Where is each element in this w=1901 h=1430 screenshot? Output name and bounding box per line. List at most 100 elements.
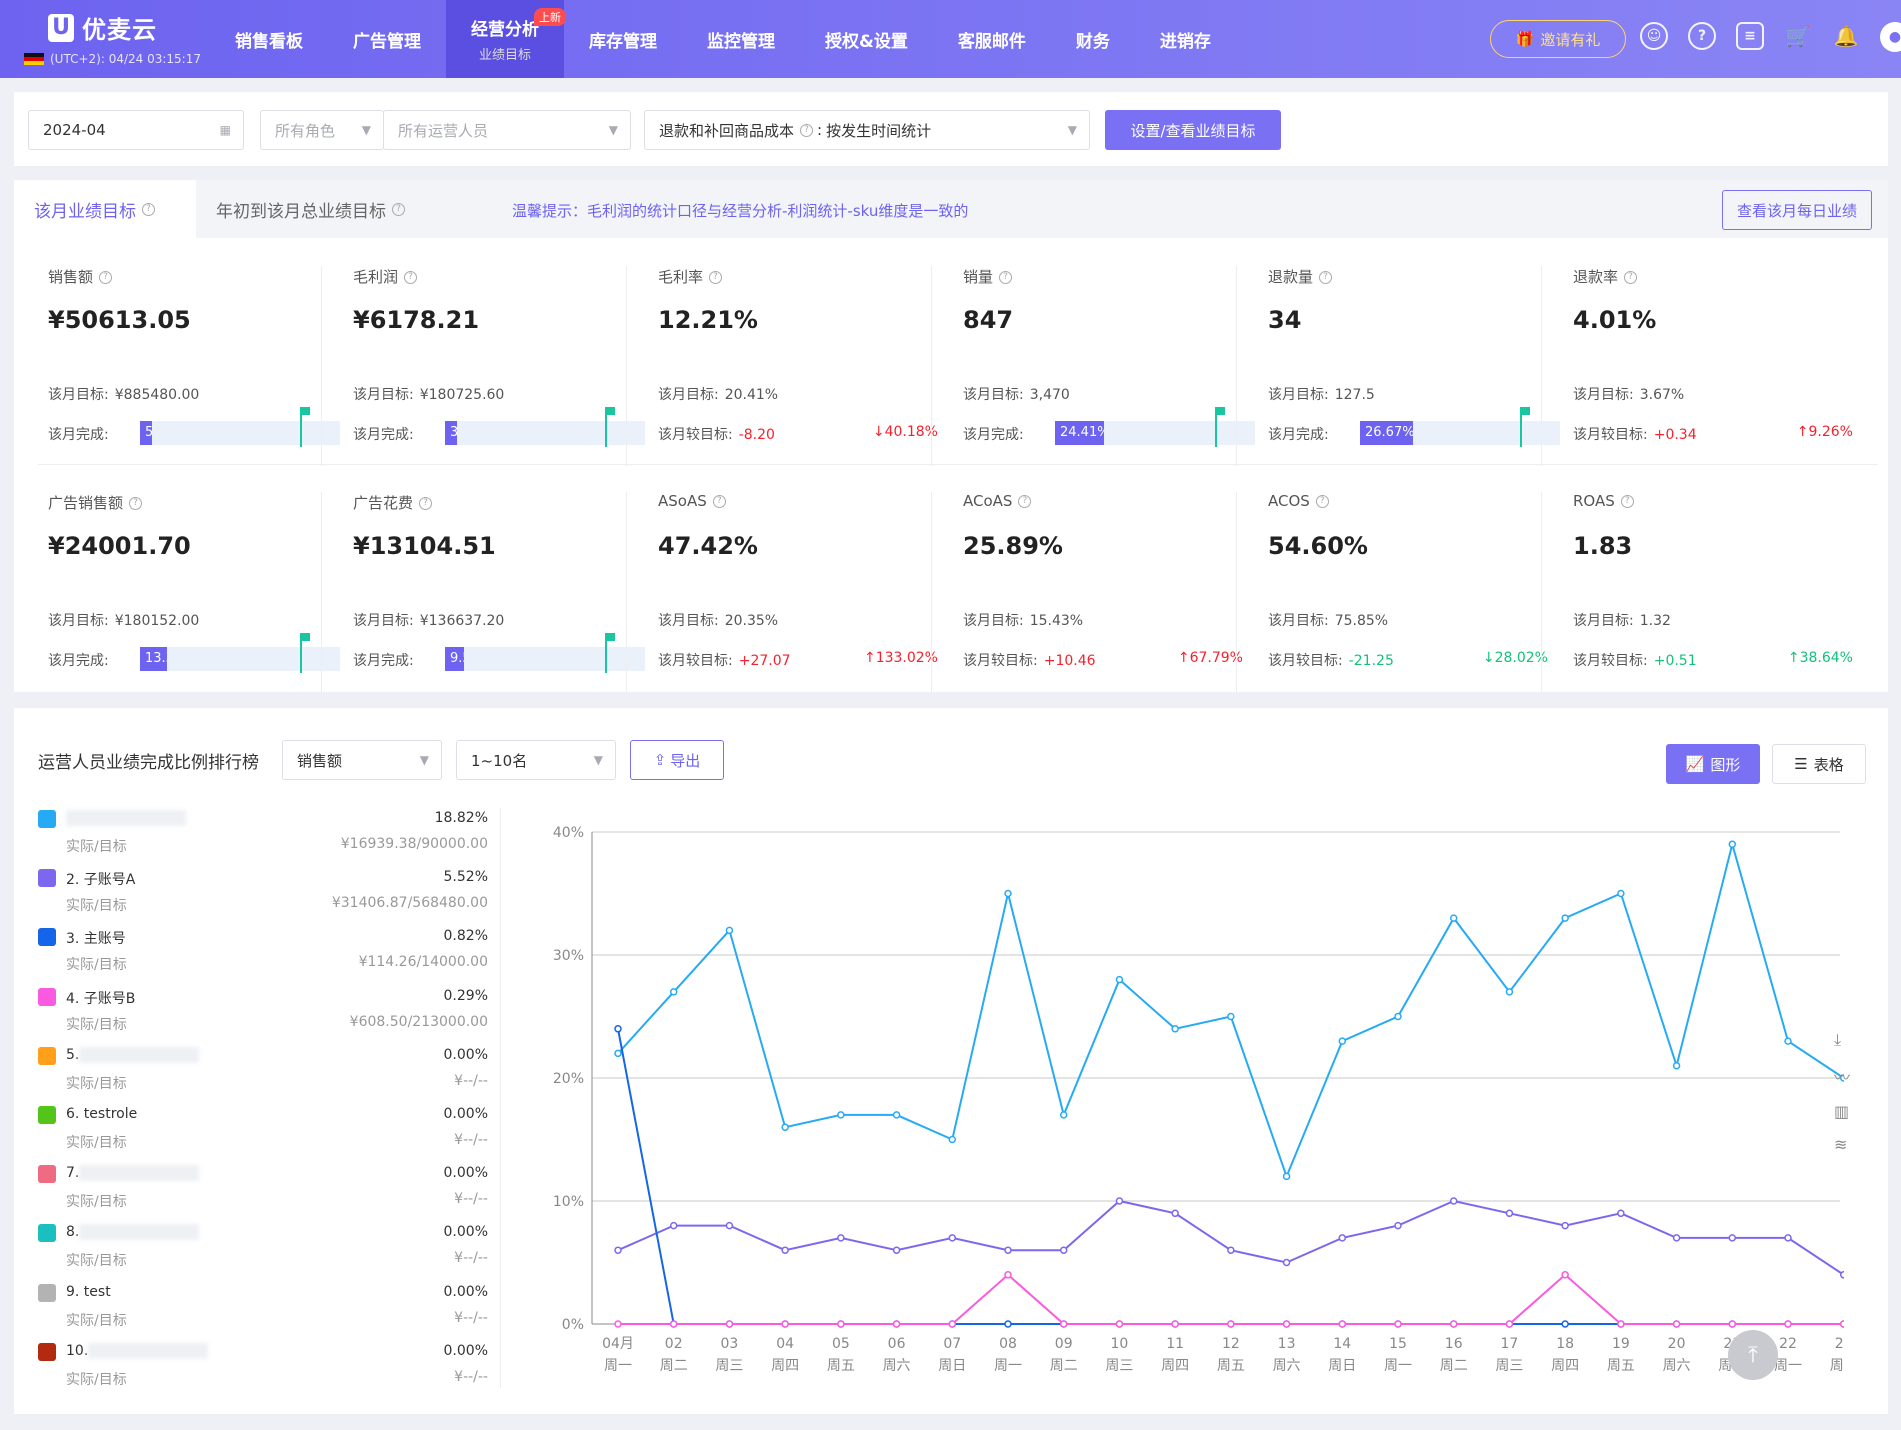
goal-value: 75.85%: [1334, 613, 1389, 629]
calendar-icon: ▦: [219, 123, 231, 137]
diff-percent: ↑67.79%: [1177, 650, 1243, 666]
metric-card: 毛利润? ¥6178.21 该月目标: ¥180725.60 该月完成: 3.42%: [321, 266, 645, 466]
legend-item[interactable]: 2. 子账号A 5.52% 实际/目标 ¥31406.87/568480.00: [38, 867, 488, 926]
series-line: [617, 1028, 1844, 1325]
x-tick-label: 03: [721, 1336, 739, 1352]
refund-stat-select[interactable]: 退款和补回商品成本 ? : 按发生时间统计 ▼: [644, 110, 1090, 150]
set-target-button[interactable]: 设置/查看业绩目标: [1105, 110, 1281, 150]
download-icon[interactable]: ⤓: [1834, 1030, 1842, 1049]
role-select[interactable]: 所有角色 ▼: [260, 110, 384, 150]
data-point: [1338, 1234, 1347, 1242]
metric-diff: 该月较目标: +0.34 ↑9.26%: [1573, 424, 1853, 444]
user-icon[interactable]: ☺: [1640, 22, 1668, 50]
help-icon[interactable]: ?: [1688, 22, 1716, 50]
metric-goal: 该月目标: 3,470: [963, 384, 1070, 404]
cart-icon[interactable]: 🛒: [1785, 24, 1811, 48]
metric-label: 毛利率?: [658, 266, 723, 287]
logo[interactable]: U 优麦云: [48, 10, 157, 45]
nav-item[interactable]: 财务: [1051, 0, 1135, 78]
legend-item[interactable]: 4. 子账号B 0.29% 实际/目标 ¥608.50/213000.00: [38, 986, 488, 1045]
legend-item[interactable]: 5. 0.00% 实际/目标 ¥--/--: [38, 1045, 488, 1104]
message-icon[interactable]: ≡: [1736, 22, 1764, 50]
data-point: [1227, 1012, 1235, 1021]
x-tick-label: 12: [1222, 1336, 1240, 1352]
legend-item[interactable]: 9. test 0.00% 实际/目标 ¥--/--: [38, 1282, 488, 1341]
table-view-button[interactable]: ☰ 表格: [1772, 744, 1866, 784]
progress-fill: 26.67%: [1360, 421, 1414, 445]
nav-item-label: 授权&设置: [825, 31, 908, 52]
legend-item[interactable]: 10. 0.00% 实际/目标 ¥--/--: [38, 1341, 488, 1400]
nav-item[interactable]: 进销存: [1135, 0, 1236, 78]
export-button[interactable]: ⇪ 导出: [630, 740, 724, 780]
legend-item[interactable]: 7. 0.00% 实际/目标 ¥--/--: [38, 1163, 488, 1222]
nav-item[interactable]: 销售看板: [210, 0, 328, 78]
actual-target-label: 实际/目标: [66, 1194, 127, 1211]
metric-label-text: 销售额: [48, 268, 94, 286]
nav-item[interactable]: 广告管理: [328, 0, 446, 78]
legend-item[interactable]: 8. 0.00% 实际/目标 ¥--/--: [38, 1222, 488, 1281]
metric-label-text: 毛利润: [353, 268, 399, 286]
invite-button[interactable]: 🎁 邀请有礼: [1490, 20, 1626, 58]
metric-value: ¥6178.21: [353, 306, 480, 334]
logo-icon: U: [48, 13, 74, 42]
progress-bar: 9.59%: [445, 633, 645, 673]
metric-card: 销售额? ¥50613.05 该月目标: ¥885480.00 该月完成: 5.72%: [24, 266, 340, 466]
export-label: 导出: [670, 751, 701, 770]
row-divider: [38, 464, 1878, 465]
data-point: [669, 988, 678, 996]
bar-chart-icon[interactable]: ▥: [1834, 1102, 1850, 1121]
stack-icon[interactable]: ≋: [1834, 1135, 1848, 1154]
x-tick-label: 02: [665, 1336, 683, 1352]
help-icon: ?: [1620, 495, 1634, 508]
data-point: [1784, 1234, 1792, 1242]
x-tick-weekday: 周一: [994, 1358, 1022, 1374]
help-icon: ?: [99, 271, 113, 284]
nav-item[interactable]: 客服邮件: [933, 0, 1051, 78]
range-select[interactable]: 1~10名 ▼: [456, 740, 616, 780]
nav-item[interactable]: 库存管理: [564, 0, 682, 78]
metric-select[interactable]: 销售额 ▼: [282, 740, 442, 780]
actual-target-label: 实际/目标: [66, 1312, 127, 1329]
help-icon: ?: [392, 202, 405, 216]
x-tick-label: 19: [1612, 1336, 1630, 1352]
daily-performance-button[interactable]: 查看该月每日业绩: [1722, 190, 1872, 230]
help-icon: ?: [1319, 271, 1333, 284]
legend-item[interactable]: 6. testrole 0.00% 实际/目标 ¥--/--: [38, 1104, 488, 1163]
goal-prefix: 该月目标:: [48, 613, 109, 629]
nav-item[interactable]: 经营分析 业绩目标 上新: [446, 0, 566, 78]
tab-month-target[interactable]: 该月业绩目标?: [14, 180, 196, 238]
metric-goal: 该月目标: 127.5: [1268, 384, 1375, 404]
month-value: 2024-04: [43, 121, 106, 139]
data-point: [1839, 1271, 1844, 1279]
data-point: [614, 1246, 622, 1254]
nav-item[interactable]: 监控管理: [682, 0, 800, 78]
bell-icon[interactable]: 🔔: [1833, 24, 1859, 48]
x-tick-label: 11: [1166, 1336, 1184, 1352]
legend-item[interactable]: 18.82% 实际/目标 ¥16939.38/90000.00: [38, 808, 488, 867]
x-tick-weekday: 周日: [1328, 1358, 1356, 1374]
avatar-icon[interactable]: ●: [1880, 22, 1901, 52]
nav-item[interactable]: 授权&设置: [800, 0, 933, 78]
graph-view-button[interactable]: 📈 图形: [1666, 744, 1760, 784]
data-point: [1728, 1234, 1737, 1242]
data-point: [725, 1221, 734, 1230]
goal-prefix: 该月目标:: [1573, 387, 1634, 403]
graph-label: 图形: [1710, 755, 1741, 774]
data-point: [1839, 1074, 1844, 1082]
back-to-top-button[interactable]: ⤒: [1728, 1330, 1778, 1380]
operator-select[interactable]: 所有运营人员 ▼: [383, 110, 631, 150]
month-picker[interactable]: 2024-04 ▦: [28, 110, 244, 150]
metric-label-text: 退款率: [1573, 268, 1619, 286]
help-icon: ?: [1624, 271, 1638, 284]
x-tick-weekday: 周一: [1384, 1358, 1412, 1374]
series-line: [617, 840, 1844, 1180]
tab-ytd-target[interactable]: 年初到该月总业绩目标?: [196, 180, 446, 238]
metric-label: ACoAS?: [963, 492, 1032, 510]
timezone-clock: (UTC+2): 04/24 03:15:17: [24, 52, 201, 66]
legend-item[interactable]: 3. 主账号 0.82% 实际/目标 ¥114.26/14000.00: [38, 926, 488, 985]
line-icon[interactable]: 〰: [1834, 1068, 1851, 1087]
y-tick-label: 0%: [562, 1317, 584, 1333]
progress-fill: 24.41%: [1055, 421, 1104, 445]
metric-divider: [1541, 266, 1542, 466]
metric-goal: 该月目标: 15.43%: [963, 610, 1083, 630]
